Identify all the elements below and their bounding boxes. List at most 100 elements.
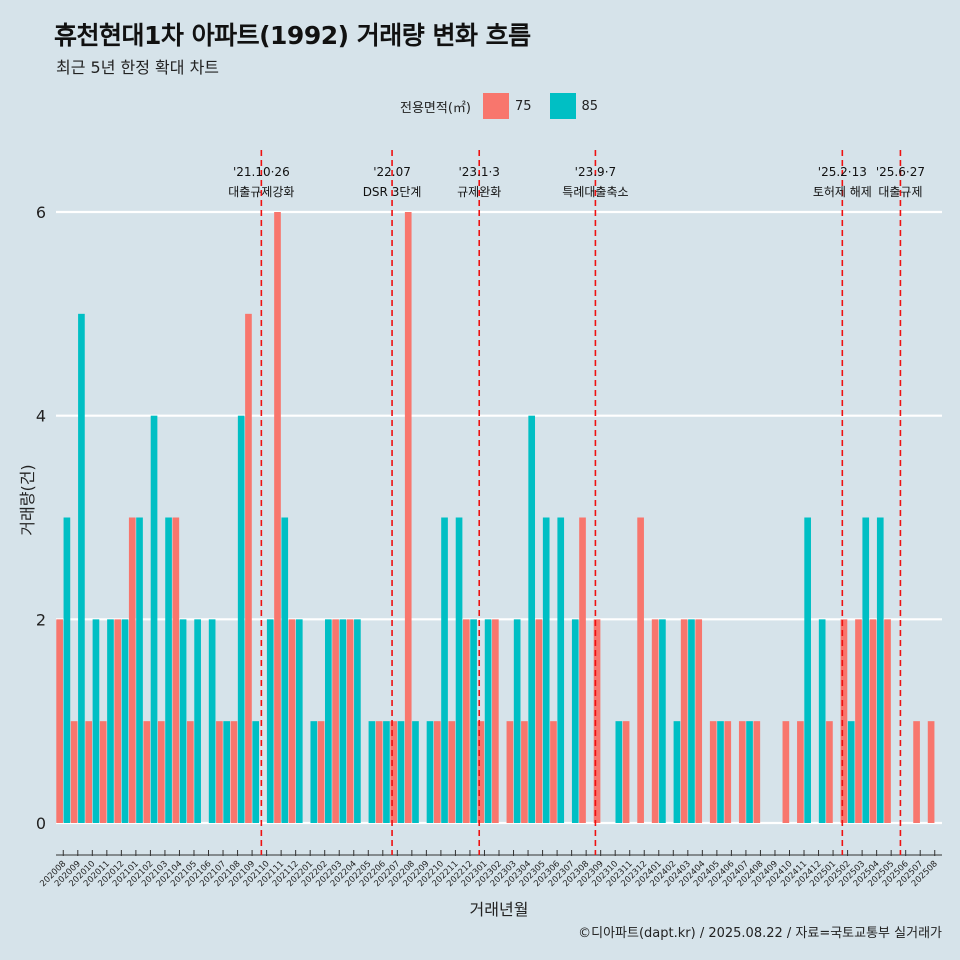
source-caption: ©디아파트(dapt.kr) / 2025.08.22 / 자료=국토교통부 실… [578, 926, 942, 941]
event-label: DSR 3단계 [363, 185, 422, 199]
y-tick-label: 2 [36, 610, 46, 629]
bar-85-202210 [441, 517, 448, 823]
bar-75-202312 [637, 517, 644, 823]
bar-85-202402 [673, 721, 681, 823]
bar-85-202207 [397, 721, 405, 823]
bar-75-202207 [390, 721, 398, 823]
bar-75-202401 [651, 619, 659, 823]
bar-75-202210 [433, 721, 441, 823]
bar-75-202107 [216, 721, 223, 823]
bar-75-202009 [70, 721, 78, 823]
bar-75-202504 [869, 619, 877, 823]
bar-75-202206 [375, 721, 383, 823]
bar-75-202111 [274, 212, 281, 823]
bar-85-202008 [63, 517, 71, 823]
bar-75-202105 [187, 721, 194, 823]
bar-75-202410 [782, 721, 790, 823]
event-date: '25.6·27 [876, 165, 925, 179]
bar-85-202012 [121, 619, 129, 823]
bar-85-202401 [659, 619, 666, 823]
bar-75-202303 [506, 721, 514, 823]
bar-85-202101 [136, 517, 143, 823]
bar-75-202202 [317, 721, 325, 823]
bar-85-202011 [107, 619, 114, 823]
bar-75-202212 [462, 619, 470, 823]
event-date: '23.1·3 [458, 165, 499, 179]
bar-85-202202 [325, 619, 332, 823]
bar-85-202110 [266, 619, 274, 823]
bar-85-202305 [542, 517, 550, 823]
bar-75-202008 [56, 619, 63, 823]
bar-75-202505 [884, 619, 891, 823]
bar-85-202212 [470, 619, 477, 823]
chart-subtitle: 최근 5년 한정 확대 차트 [56, 58, 220, 77]
bar-75-202112 [288, 619, 296, 823]
bar-85-202412 [818, 619, 826, 823]
bar-75-202507 [913, 721, 920, 823]
event-date: '22.07 [373, 165, 411, 179]
bar-75-202311 [622, 721, 630, 823]
bar-75-202104 [172, 517, 180, 823]
legend-title: 전용면적(㎡) [400, 100, 471, 116]
event-date: '21.10·26 [233, 165, 290, 179]
bar-75-202301 [477, 721, 485, 823]
bar-75-202208 [404, 212, 412, 823]
event-date: '23.9·7 [575, 165, 616, 179]
bar-75-202306 [550, 721, 557, 823]
bar-85-202105 [194, 619, 201, 823]
bar-85-202403 [688, 619, 695, 823]
bar-85-202307 [571, 619, 579, 823]
bar-75-202403 [680, 619, 688, 823]
y-tick-label: 6 [36, 203, 46, 222]
x-axis-title: 거래년월 [470, 900, 529, 919]
event-label: 대출규제 [878, 185, 922, 199]
bar-85-202203 [339, 619, 347, 823]
bar-85-202108 [237, 415, 245, 823]
bar-85-202208 [412, 721, 419, 823]
legend-swatch-85 [549, 93, 576, 119]
bar-75-202405 [709, 721, 717, 823]
bar-85-202103 [165, 517, 172, 823]
bar-75-202309 [593, 619, 601, 823]
bar-85-202211 [455, 517, 463, 823]
bar-75-202502 [840, 619, 848, 823]
bar-85-202503 [862, 517, 870, 823]
bar-85-202010 [92, 619, 100, 823]
bar-85-202301 [484, 619, 492, 823]
event-label: 대출규제강화 [228, 185, 294, 199]
bar-75-202011 [99, 721, 107, 823]
bar-85-202102 [150, 415, 158, 823]
bar-75-202407 [738, 721, 746, 823]
bar-75-202010 [85, 721, 93, 823]
event-label: 토허제 해제 [813, 185, 872, 199]
bar-85-202104 [179, 619, 187, 823]
bar-75-202503 [855, 619, 862, 823]
chart-title: 휴천현대1차 아파트(1992) 거래량 변화 흐름 [54, 21, 531, 50]
legend: 전용면적(㎡) 75 85 [400, 93, 598, 119]
bar-85-202405 [717, 721, 724, 823]
bar-75-202406 [724, 721, 732, 823]
y-tick-label: 0 [36, 814, 46, 833]
bar-75-202302 [492, 619, 499, 823]
bar-85-202303 [513, 619, 521, 823]
bar-75-202102 [143, 721, 151, 823]
bar-85-202304 [528, 415, 536, 823]
bar-75-202109 [245, 313, 252, 823]
bar-75-202101 [128, 517, 136, 823]
bar-75-202211 [448, 721, 456, 823]
bar-75-202305 [535, 619, 543, 823]
bar-75-202012 [114, 619, 122, 823]
y-tick-label: 4 [36, 407, 46, 426]
bar-85-202201 [310, 721, 318, 823]
bar-85-202504 [876, 517, 884, 823]
bar-85-202107 [223, 721, 230, 823]
event-label: 규제완화 [457, 185, 501, 199]
y-axis-title: 거래량(건) [18, 464, 37, 535]
bar-75-202501 [826, 721, 833, 823]
legend-label-85: 85 [581, 98, 599, 114]
bar-75-202404 [695, 619, 703, 823]
event-date: '25.2·13 [818, 165, 867, 179]
bar-85-202109 [252, 721, 260, 823]
bar-85-202009 [78, 313, 85, 823]
